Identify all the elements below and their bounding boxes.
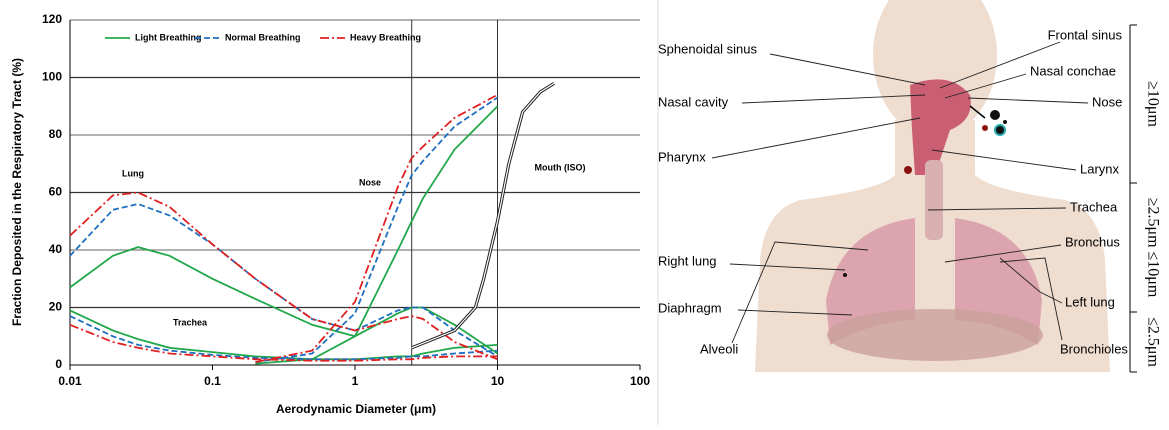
deposition-line [69,309,498,361]
anatomy-label: Diaphragm [658,300,722,315]
leader-line [944,244,1062,263]
leader-line [737,309,853,316]
region-label: Nose [359,177,381,187]
legend-label: Light Breathing [135,32,202,42]
anatomy-label: Nasal conchae [1030,63,1116,78]
mouth-line-inner [411,82,555,349]
leader-line [931,149,1077,171]
y-tick-label: 0 [55,357,62,371]
region-label: Trachea [173,317,208,327]
x-axis-label: Aerodynamic Diameter (μm) [276,402,436,416]
y-tick-label: 20 [49,300,63,314]
anatomy-label: Bronchioles [1060,341,1128,356]
anatomy-label: Frontal sinus [1048,27,1123,42]
anatomy-label: Right lung [658,253,717,268]
legend-label: Normal Breathing [225,32,301,42]
deposition-line [69,315,498,361]
anatomy-label: Alveoli [700,341,738,356]
y-tick-label: 100 [42,70,62,84]
leader-line [967,97,1089,104]
anatomy-label: Nose [1092,94,1122,109]
body-illustration [755,0,1110,372]
leader-line [927,207,1067,211]
chart: 0 20 40 60 80 100 120 0.01 0.1 1 10 100 Lung Trachea N… [42,12,650,388]
y-tick-label: 80 [49,127,63,141]
leader-line [939,41,1061,89]
anatomy-label: Nasal cavity [658,94,729,109]
deposition-line [69,203,498,358]
deposition-line [69,323,498,362]
x-tick-label: 10 [491,374,505,388]
anatomy-label: Pharynx [658,149,706,164]
leader-line [999,257,1063,341]
region-label: Lung [122,168,144,178]
deposition-line [255,96,499,363]
anatomy-label: Larynx [1080,161,1120,176]
anatomy-label: Bronchus [1065,234,1120,249]
leader-line [731,241,869,344]
deposition-line [69,191,498,361]
size-range-label: ≤2.5μm [1144,317,1161,367]
size-range-label: ≥10μm [1144,81,1161,127]
leader-line [711,117,921,159]
legend-label: Heavy Breathing [350,32,421,42]
y-axis-label: Fraction Deposited in the Respiratory Tr… [10,58,24,326]
y-tick-label: 120 [42,12,62,26]
leader-line [729,263,846,271]
x-tick-label: 0.1 [204,374,221,388]
leader-line [999,257,1063,304]
leader-line [769,53,926,86]
y-tick-label: 60 [49,185,63,199]
size-range-label: ≥2.5μm ≤10μm [1144,198,1161,298]
x-tick-label: 0.01 [58,374,82,388]
anatomy-label: Trachea [1070,199,1118,214]
diagram: Frontal sinus Sphenoidal sinus Nasal conch… [658,24,1161,373]
y-tick-label: 40 [49,242,63,256]
anatomy-label: Left lung [1065,294,1115,309]
x-tick-label: 100 [630,374,650,388]
mouth-label: Mouth (ISO) [535,162,586,172]
leader-line [741,94,926,104]
leader-line [944,73,1027,99]
deposition-line [255,94,498,363]
deposition-line [255,105,499,365]
x-tick-label: 1 [352,374,359,388]
anatomy-label: Sphenoidal sinus [658,41,758,56]
